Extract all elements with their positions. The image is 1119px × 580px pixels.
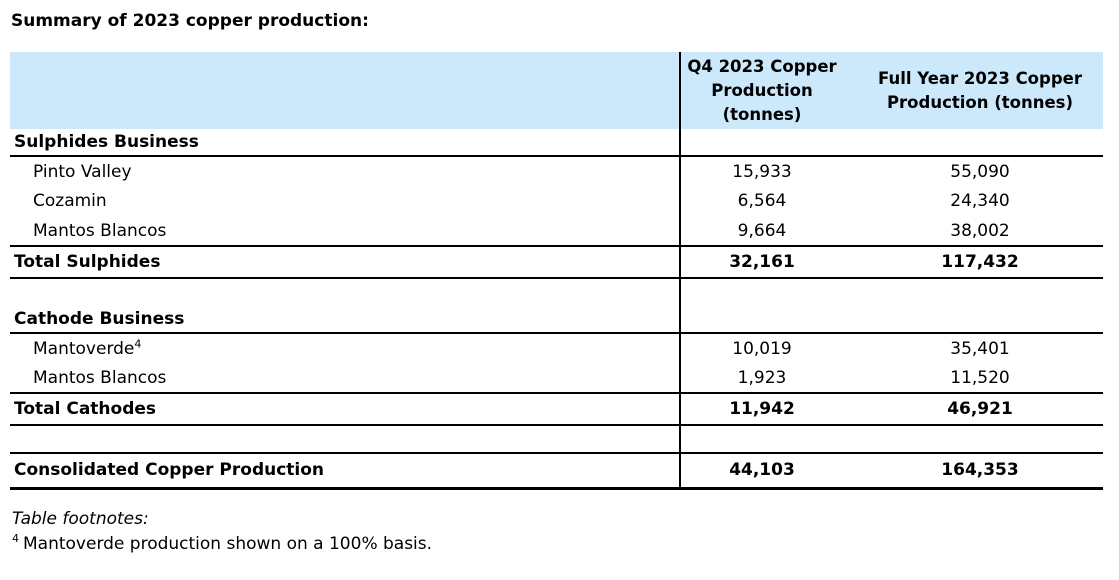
header-fullyear-column: Full Year 2023 Copper Production (tonnes… [843,52,1103,129]
table-row-total-sulphides: Total Sulphides 32,161 117,432 [10,246,1103,279]
fy-value: 55,090 [950,161,1010,182]
q4-value: 32,161 [679,246,843,279]
row-label: Total Sulphides [10,246,680,279]
fy-value: 11,520 [843,363,1103,394]
fy-value [843,129,1103,157]
header-q4-column: Q4 2023 Copper Production (tonnes) [679,52,843,129]
row-label: Mantoverde4 [33,336,142,359]
copper-production-table: Q4 2023 Copper Production (tonnes) Full … [10,52,1103,490]
table-row-mantos-blancos-sulphides: Mantos Blancos 9,664 38,002 [10,216,1103,247]
fy-value: 24,340 [950,191,1010,211]
fy-value: 35,401 [950,338,1010,359]
row-label: Mantos Blancos [10,216,680,247]
table-row-consolidated-production: Consolidated Copper Production 44,103 16… [10,453,1103,490]
row-label: Pinto Valley [33,161,132,182]
table-row-pinto-valley: Pinto Valley 15,933 55,090 [10,156,1103,186]
table-row-cozamin: Cozamin 6,564 24,340 [10,186,1103,216]
table-row-spacer [10,425,1103,454]
table-header-row: Q4 2023 Copper Production (tonnes) Full … [10,52,1103,129]
q4-value: 10,019 [679,333,843,363]
footnote-item: 4 Mantoverde production shown on a 100% b… [12,531,1109,557]
document-page: Summary of 2023 copper production: Q4 20… [10,11,1109,557]
table-row-spacer [10,278,1103,306]
table-footnotes: Table footnotes: 4 Mantoverde production … [12,507,1109,557]
table-row-mantoverde: Mantoverde4 10,019 35,401 [10,333,1103,363]
q4-value [679,129,843,157]
fy-value [843,306,1103,334]
table-row-total-cathodes: Total Cathodes 11,942 46,921 [10,393,1103,426]
row-label: Mantos Blancos [10,363,680,394]
footnote-marker: 4 [12,531,19,545]
row-label: Consolidated Copper Production [10,453,680,490]
row-label: Cozamin [33,191,107,211]
row-label: Cathode Business [10,306,680,334]
q4-value: 1,923 [679,363,843,394]
q4-value: 15,933 [679,156,843,186]
fy-value: 46,921 [843,393,1103,426]
page-title: Summary of 2023 copper production: [11,11,369,31]
row-label: Sulphides Business [10,129,680,157]
q4-value [679,306,843,334]
q4-value: 9,664 [679,216,843,247]
row-label: Total Cathodes [10,393,680,426]
footnote-reference: 4 [134,336,142,350]
q4-value: 11,942 [679,393,843,426]
footnotes-heading: Table footnotes: [12,508,149,529]
table-row-cathode-business: Cathode Business [10,306,1103,334]
table-row-mantos-blancos-cathode: Mantos Blancos 1,923 11,520 [10,363,1103,394]
table-row-sulphides-business: Sulphides Business [10,129,1103,157]
header-label-column [10,52,680,129]
fy-value: 117,432 [843,246,1103,279]
q4-value: 6,564 [679,186,843,216]
q4-value: 44,103 [679,453,843,490]
fy-value: 164,353 [843,453,1103,490]
fy-value: 38,002 [843,216,1103,247]
footnote-text: Mantoverde production shown on a 100% ba… [23,533,433,554]
